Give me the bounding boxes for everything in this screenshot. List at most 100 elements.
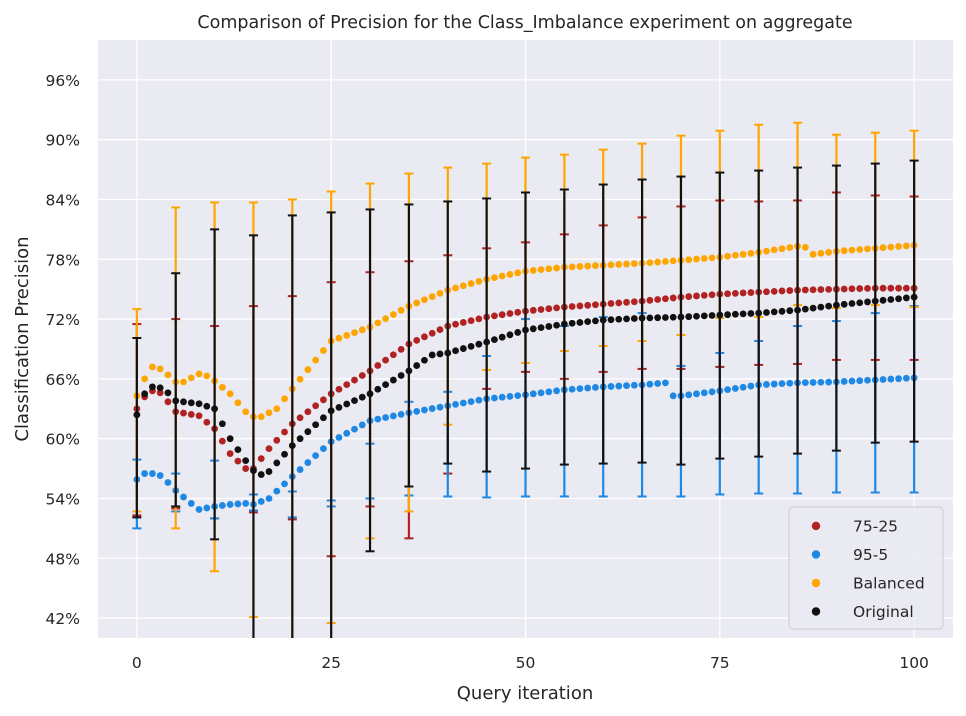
data-point [856, 299, 864, 307]
data-points [133, 241, 918, 421]
data-point [879, 284, 887, 292]
data-point [739, 289, 747, 297]
data-point [902, 242, 910, 250]
data-point [187, 399, 195, 407]
data-point [833, 301, 840, 309]
data-point [304, 428, 312, 436]
data-point [506, 331, 514, 339]
data-point [389, 412, 397, 420]
data-point [218, 383, 226, 391]
data-point [763, 309, 770, 316]
data-point [801, 305, 809, 313]
data-point [180, 378, 187, 386]
data-point [895, 295, 902, 303]
legend-label: Balanced [853, 575, 925, 593]
data-point [584, 318, 592, 326]
data-point [895, 243, 902, 250]
legend-marker [811, 607, 821, 616]
data-point [374, 385, 382, 393]
data-point [848, 285, 856, 293]
data-point [498, 311, 506, 319]
data-point [825, 248, 833, 256]
data-point [553, 264, 560, 272]
data-point [149, 470, 156, 477]
data-point [172, 397, 180, 405]
data-point [257, 498, 265, 505]
data-point [149, 363, 156, 371]
data-point [459, 399, 467, 407]
data-point [312, 421, 320, 429]
data-point [630, 298, 638, 306]
data-point [397, 372, 405, 379]
data-point [902, 374, 910, 382]
data-point [164, 398, 172, 406]
data-point [234, 457, 242, 465]
data-point [242, 408, 250, 416]
data-point [358, 326, 366, 334]
data-point [763, 247, 770, 255]
data-point [685, 313, 693, 321]
data-point [467, 280, 475, 287]
series-layer [132, 121, 919, 638]
data-point [747, 382, 755, 390]
data-point [654, 296, 662, 303]
x-axis-label: Query iteration [457, 683, 593, 704]
data-point [871, 297, 879, 305]
data-point [389, 311, 397, 318]
data-point [623, 260, 630, 268]
data-point [654, 314, 662, 322]
data-point [840, 247, 848, 255]
data-point [646, 296, 654, 304]
data-point [770, 308, 778, 316]
y-tick-label: 54% [46, 490, 80, 508]
data-point [910, 293, 918, 301]
data-point [374, 415, 382, 423]
data-point [149, 383, 156, 391]
axis-ticks: 42% 48% 54% 60% 66% 72% 78% 84% 90% 96% 0 25 50 75 100 [46, 72, 929, 672]
data-point [498, 333, 506, 341]
data-point [630, 260, 638, 268]
data-point [887, 375, 895, 383]
data-point [638, 314, 646, 322]
data-point [576, 263, 584, 270]
data-points [133, 293, 918, 478]
data-point [195, 370, 203, 378]
data-point [662, 258, 669, 265]
data-point [234, 500, 242, 508]
data-point [801, 243, 809, 251]
data-point [164, 479, 172, 486]
data-point [856, 377, 864, 385]
data-point [778, 380, 786, 388]
data-point [180, 493, 187, 501]
x-tick-label: 50 [516, 654, 536, 672]
y-tick-label: 66% [46, 371, 80, 389]
data-point [895, 284, 902, 292]
data-point [545, 388, 553, 396]
y-tick-label: 90% [46, 132, 80, 150]
data-point [257, 413, 265, 421]
data-point [506, 271, 514, 278]
data-point [343, 400, 351, 408]
data-point [335, 434, 343, 441]
data-point [677, 313, 685, 321]
data-point [459, 319, 467, 326]
data-point [296, 414, 304, 422]
data-point [615, 382, 623, 390]
data-point [180, 409, 187, 417]
data-point [475, 315, 483, 323]
data-point [296, 375, 304, 383]
data-point [514, 329, 522, 336]
data-point [351, 329, 358, 337]
data-point [514, 269, 522, 277]
data-point [304, 408, 312, 416]
data-point [195, 412, 203, 420]
data-point [203, 372, 211, 380]
data-point [320, 347, 327, 354]
data-point [669, 257, 677, 265]
x-tick-label: 25 [321, 654, 341, 672]
data-point [887, 284, 895, 292]
data-point [312, 356, 320, 364]
data-point [856, 246, 864, 253]
data-point [203, 418, 211, 426]
data-point [397, 345, 405, 353]
